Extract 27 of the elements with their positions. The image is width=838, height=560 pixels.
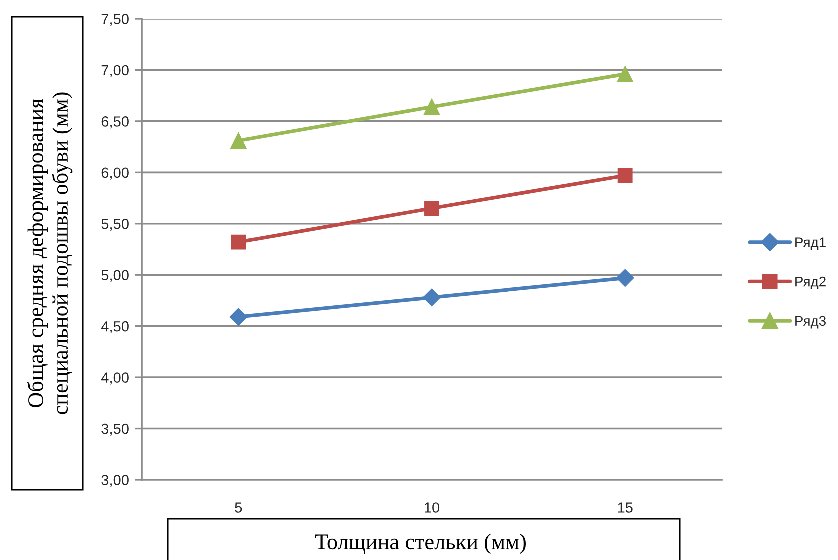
point — [423, 288, 441, 307]
point — [424, 98, 440, 116]
x-axis-title: Толщина стельки (мм) — [315, 534, 526, 554]
y-tick-label: 7,00 — [102, 65, 129, 78]
y-tick-label: 3,00 — [102, 475, 129, 488]
legend-label: Ряд1 — [796, 238, 826, 250]
point — [618, 168, 633, 184]
y-tick-label: 4,00 — [101, 372, 129, 385]
point — [230, 308, 248, 326]
point — [424, 201, 440, 216]
point — [616, 269, 634, 288]
x-tick-label: 10 — [425, 502, 440, 513]
y-tick-label: 3,50 — [102, 424, 129, 436]
legend-label: Ряд3 — [796, 316, 826, 329]
legend-label: Ряд2 — [796, 276, 826, 290]
y-tick-label: 7,50 — [102, 14, 129, 26]
point — [230, 132, 247, 150]
y-axis-title: Общая средняя деформирования специальной подошвы обуви (мм) — [27, 92, 73, 414]
y-tick-label: 5,00 — [102, 270, 129, 282]
point — [617, 66, 634, 82]
x-tick-label: 5 — [235, 502, 242, 513]
y-tick-label: 6,00 — [102, 168, 129, 180]
y-tick-label: 5,50 — [102, 218, 129, 232]
y-tick-label: 6,50 — [102, 116, 129, 129]
point — [231, 234, 246, 250]
y-tick-label: 4,50 — [101, 321, 129, 334]
x-tick-label: 15 — [618, 502, 633, 513]
